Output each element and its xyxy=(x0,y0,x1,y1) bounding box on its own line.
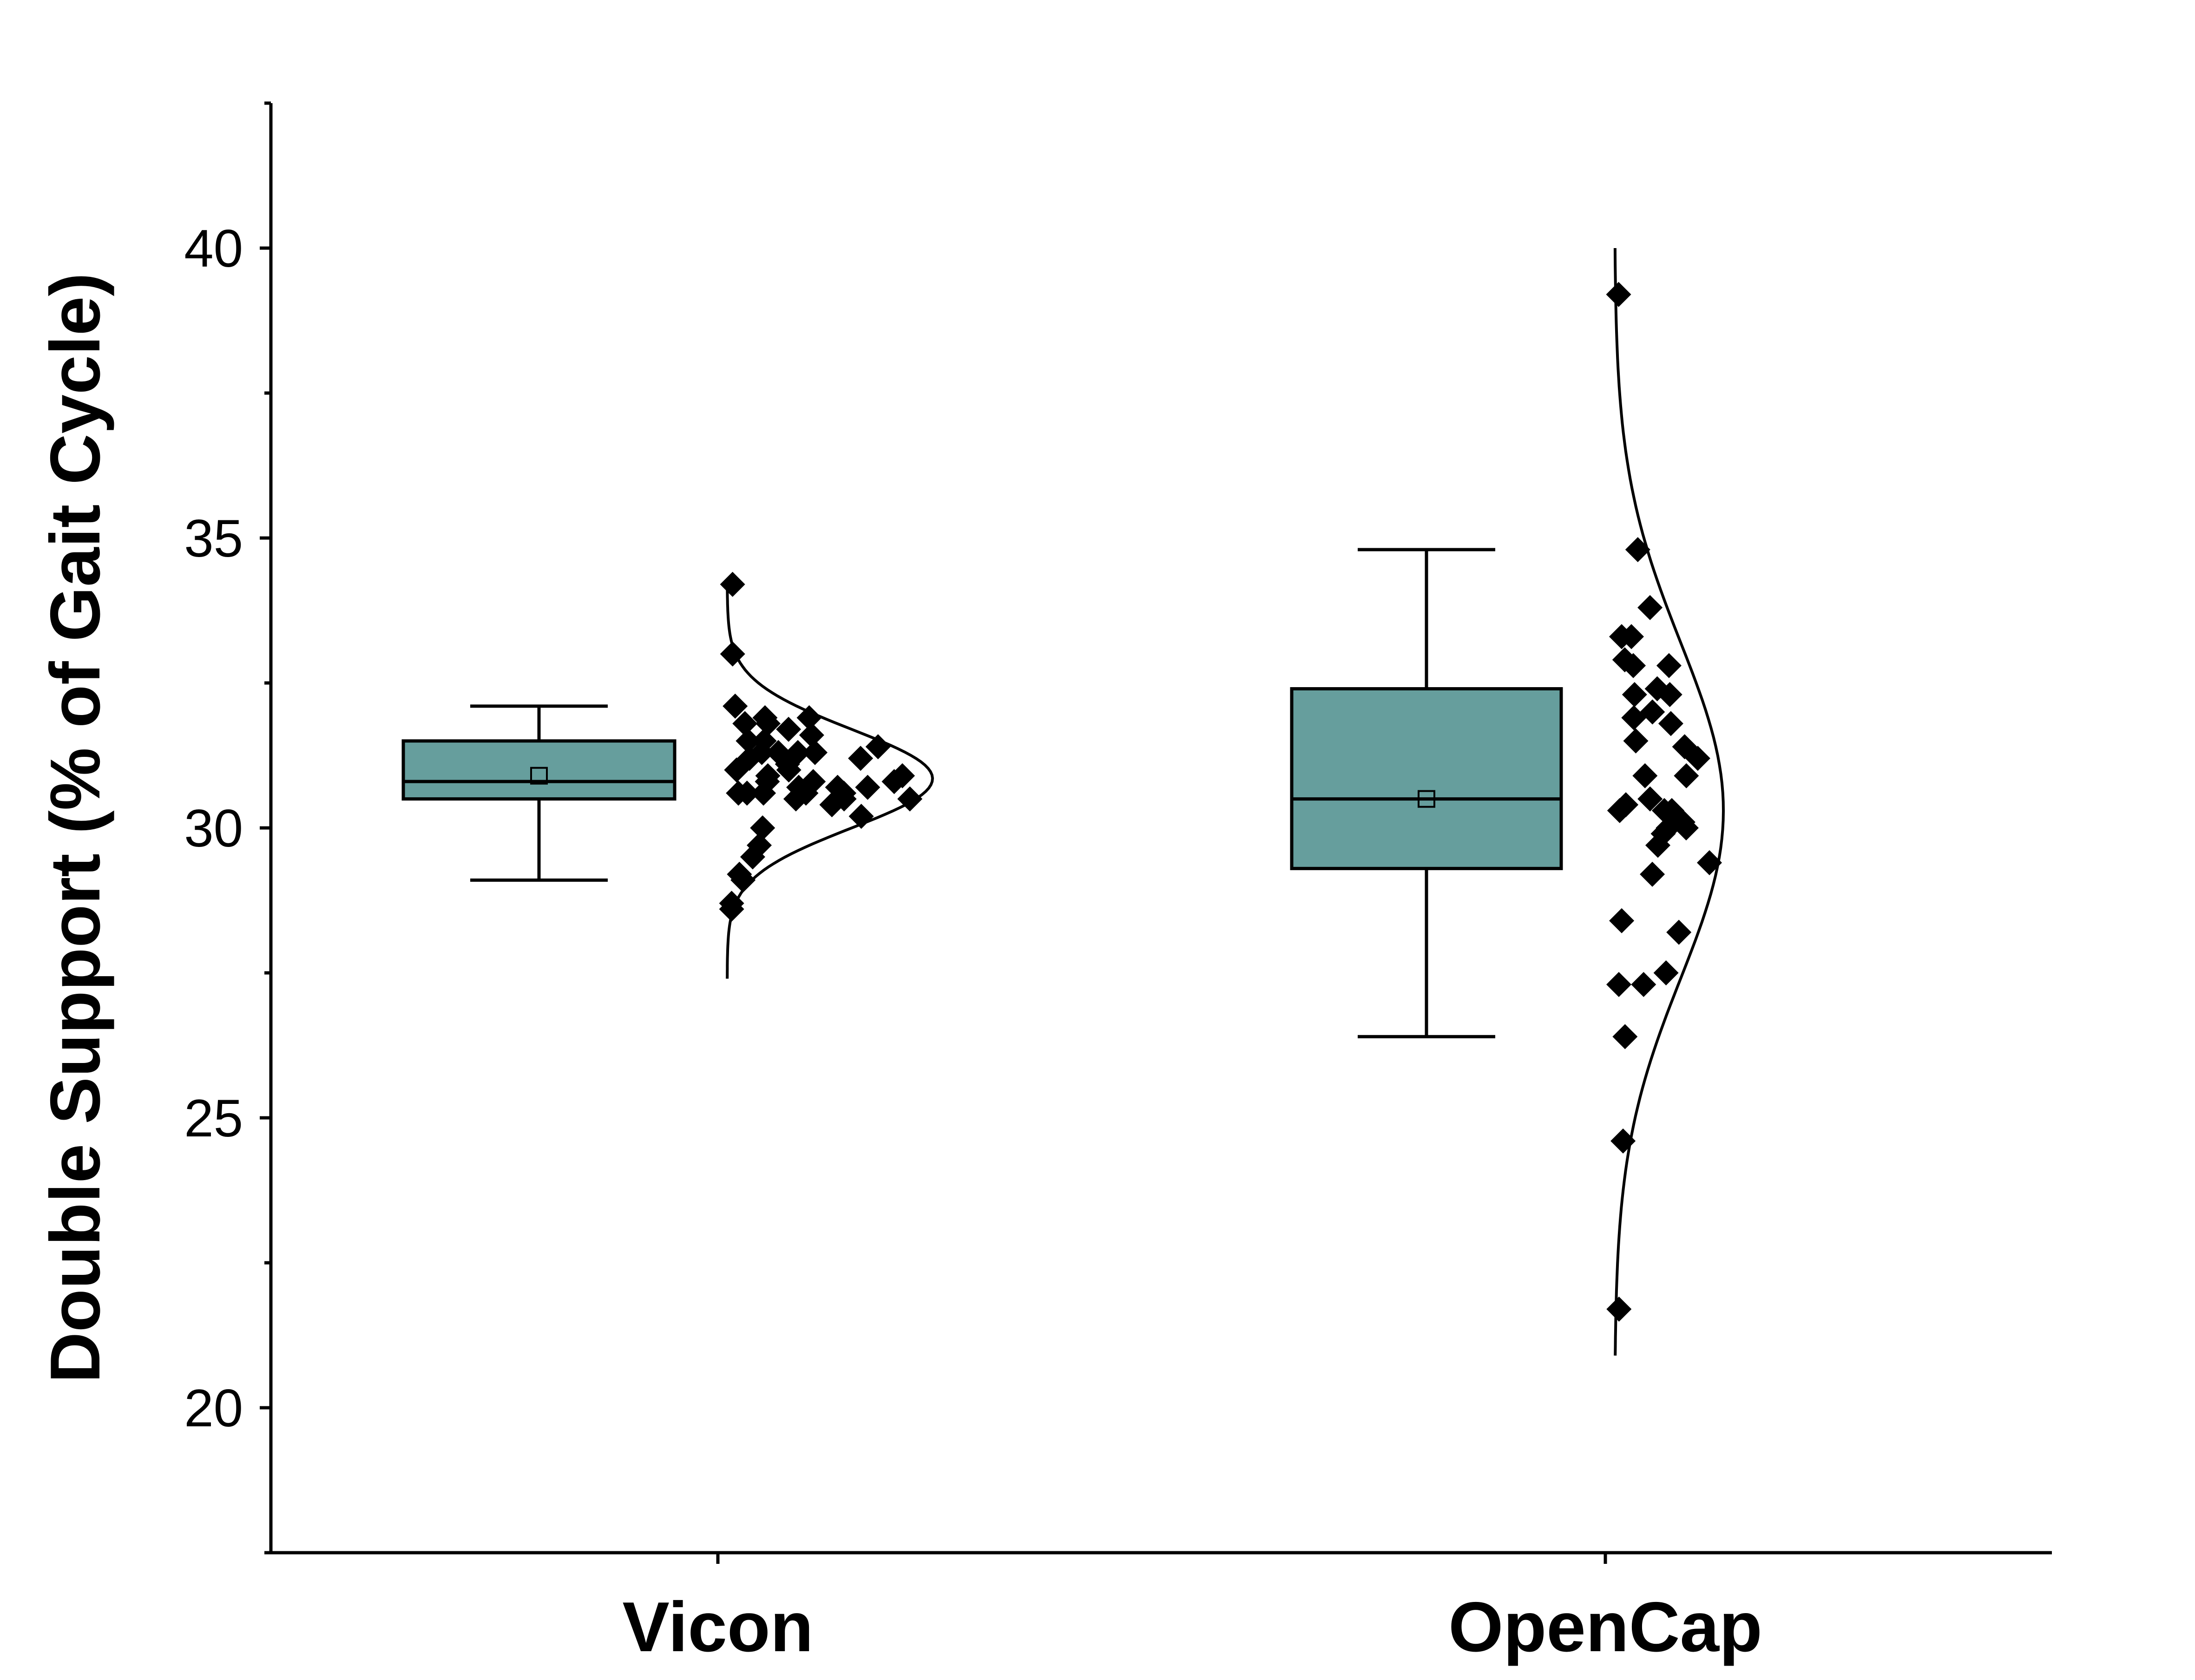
data-point-vicon-7 xyxy=(776,716,802,742)
box-vicon xyxy=(401,739,677,801)
series-vicon xyxy=(401,571,934,979)
data-point-opencap-11 xyxy=(1640,699,1665,725)
data-point-vicon-8 xyxy=(799,722,824,748)
data-point-vicon-0 xyxy=(720,571,745,597)
data-point-opencap-22 xyxy=(1651,798,1677,823)
data-point-vicon-20 xyxy=(724,757,749,783)
data-point-opencap-25 xyxy=(1673,815,1699,840)
data-point-opencap-35 xyxy=(1631,972,1656,997)
data-point-vicon-33 xyxy=(726,781,751,806)
x-ticks: Vicon OpenCap xyxy=(622,1553,1762,1667)
data-points-vicon xyxy=(719,571,923,922)
y-tick-label-25: 25 xyxy=(184,1089,243,1148)
y-tick-label-20: 20 xyxy=(184,1379,243,1438)
data-point-opencap-9 xyxy=(1657,682,1682,707)
data-point-opencap-13 xyxy=(1658,711,1683,736)
mean-marker-opencap xyxy=(1418,790,1435,808)
data-point-vicon-28 xyxy=(855,774,881,800)
data-point-opencap-33 xyxy=(1653,960,1679,985)
data-point-vicon-5 xyxy=(732,711,758,736)
data-point-opencap-2 xyxy=(1637,595,1663,620)
data-point-vicon-2 xyxy=(723,693,748,719)
data-point-opencap-19 xyxy=(1637,786,1663,812)
data-point-opencap-36 xyxy=(1612,1024,1638,1050)
y-ticks: 20 25 30 35 40 xyxy=(184,101,271,1555)
y-axis-title: Double Support (% of Gait Cycle) xyxy=(36,273,115,1383)
data-point-opencap-10 xyxy=(1622,682,1647,707)
x-tick-label-vicon: Vicon xyxy=(622,1588,813,1667)
data-point-vicon-37 xyxy=(819,792,845,818)
data-point-opencap-37 xyxy=(1610,1128,1636,1154)
data-point-opencap-32 xyxy=(1666,919,1692,945)
data-point-opencap-12 xyxy=(1621,705,1647,730)
data-point-vicon-31 xyxy=(751,781,776,806)
data-point-vicon-19 xyxy=(776,757,802,783)
x-tick-label-opencap: OpenCap xyxy=(1448,1588,1762,1667)
y-tick-label-35: 35 xyxy=(184,509,243,568)
data-point-opencap-23 xyxy=(1607,798,1632,823)
data-point-opencap-4 xyxy=(1619,624,1644,650)
data-point-vicon-4 xyxy=(796,705,822,730)
data-point-vicon-17 xyxy=(848,746,874,771)
data-point-opencap-0 xyxy=(1606,282,1631,307)
data-point-vicon-6 xyxy=(756,711,781,736)
series-opencap xyxy=(1290,248,1725,1356)
data-point-opencap-7 xyxy=(1621,653,1646,678)
data-point-vicon-1 xyxy=(720,641,745,667)
data-point-opencap-30 xyxy=(1640,861,1665,887)
data-point-vicon-45 xyxy=(719,896,744,922)
data-point-opencap-29 xyxy=(1697,850,1722,875)
data-point-vicon-35 xyxy=(783,786,808,812)
data-point-vicon-11 xyxy=(865,734,891,760)
data-point-opencap-1 xyxy=(1625,537,1650,562)
mean-marker-vicon xyxy=(530,767,548,785)
data-points-opencap xyxy=(1606,282,1722,1322)
y-tick-label-40: 40 xyxy=(184,219,243,278)
data-point-opencap-17 xyxy=(1632,763,1658,788)
data-point-opencap-34 xyxy=(1606,972,1631,997)
data-point-vicon-34 xyxy=(897,786,923,812)
plot-area xyxy=(401,248,1725,1356)
data-point-opencap-14 xyxy=(1623,728,1649,754)
distribution-curve-opencap xyxy=(1613,248,1725,1356)
box-opencap xyxy=(1290,687,1563,870)
data-point-vicon-23 xyxy=(881,769,907,794)
data-point-vicon-10 xyxy=(736,728,761,754)
data-point-vicon-14 xyxy=(802,740,828,765)
data-point-opencap-18 xyxy=(1674,763,1699,788)
data-point-opencap-16 xyxy=(1685,746,1710,771)
data-point-vicon-41 xyxy=(740,844,765,870)
axes xyxy=(269,103,2052,1555)
data-point-opencap-38 xyxy=(1606,1296,1632,1322)
data-point-opencap-6 xyxy=(1656,653,1682,678)
data-point-opencap-31 xyxy=(1609,908,1635,933)
data-point-vicon-39 xyxy=(750,815,775,840)
y-tick-label-30: 30 xyxy=(184,799,243,858)
data-point-opencap-28 xyxy=(1645,833,1670,858)
data-point-vicon-38 xyxy=(848,804,874,829)
data-point-vicon-43 xyxy=(730,867,756,893)
